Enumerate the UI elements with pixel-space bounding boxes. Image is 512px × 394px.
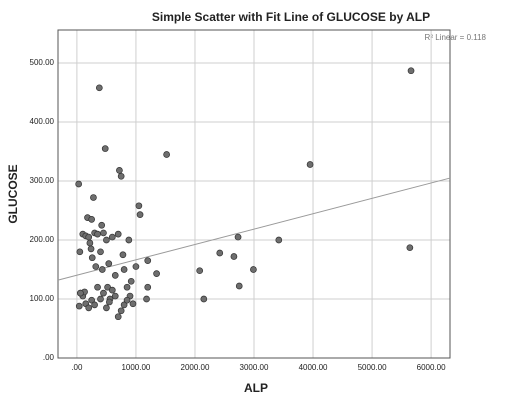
x-tick-label: 4000.00: [299, 363, 328, 372]
point: [153, 270, 160, 277]
point: [97, 248, 104, 256]
point: [111, 292, 119, 300]
fit-line: [57, 177, 451, 281]
point: [91, 301, 98, 309]
point: [106, 298, 113, 306]
x-tick-label: .00: [71, 363, 83, 372]
point: [103, 304, 110, 312]
point: [120, 301, 128, 309]
x-tick-label: 3000.00: [240, 363, 269, 372]
point: [95, 84, 103, 92]
point: [117, 307, 125, 315]
point: [90, 194, 97, 201]
point: [120, 266, 128, 273]
point: [127, 277, 135, 285]
point: [98, 221, 106, 229]
point: [143, 295, 150, 303]
point: [123, 283, 131, 291]
point: [196, 267, 204, 275]
y-tick-label: 400.00: [30, 117, 55, 126]
point: [88, 254, 96, 262]
point: [87, 245, 95, 253]
point: [92, 263, 100, 270]
point: [250, 266, 257, 273]
point: [132, 263, 140, 270]
point: [111, 272, 119, 279]
point: [88, 296, 96, 304]
chart-title: Simple Scatter with Fit Line of GLUCOSE …: [152, 10, 430, 24]
point: [94, 283, 101, 291]
point: [108, 286, 116, 294]
point: [144, 283, 152, 291]
point: [104, 283, 111, 291]
point: [123, 296, 131, 304]
point: [114, 313, 122, 321]
y-tick-label: 200.00: [30, 235, 55, 244]
point: [114, 230, 122, 238]
r-squared: R² Linear = 0.118: [425, 33, 487, 42]
point: [85, 233, 93, 241]
point: [101, 145, 109, 152]
point: [97, 295, 104, 303]
point: [406, 244, 414, 252]
point: [119, 251, 127, 259]
x-tick-label: 1000.00: [121, 363, 150, 372]
x-axis-label: ALP: [244, 381, 268, 394]
y-tick-label: 100.00: [30, 294, 55, 303]
point: [75, 180, 83, 188]
y-tick-label: .00: [43, 353, 55, 362]
point: [135, 202, 143, 210]
x-tick-label: 5000.00: [358, 363, 387, 372]
point: [88, 216, 96, 223]
point: [234, 233, 242, 241]
point: [125, 236, 133, 244]
plot-frame: [57, 29, 451, 359]
x-tick-label: 6000.00: [417, 363, 446, 372]
point: [144, 257, 152, 265]
y-tick-label: 300.00: [30, 176, 55, 185]
point: [163, 151, 170, 158]
point: [100, 229, 107, 237]
point: [117, 172, 125, 180]
point: [98, 266, 106, 273]
point: [230, 253, 238, 260]
point: [94, 230, 101, 238]
point: [105, 260, 113, 267]
point: [75, 302, 83, 310]
y-axis-label: GLUCOSE: [6, 164, 20, 223]
point: [77, 289, 84, 297]
point: [129, 300, 137, 308]
point: [76, 248, 84, 256]
point: [136, 211, 144, 218]
point: [100, 289, 107, 297]
point: [275, 236, 283, 244]
point: [235, 282, 243, 290]
point: [407, 67, 415, 75]
point: [200, 295, 208, 303]
point: [216, 249, 224, 257]
point: [103, 236, 110, 244]
y-tick-label: 500.00: [30, 58, 55, 67]
point: [116, 167, 123, 174]
point: [108, 233, 116, 241]
point: [85, 304, 93, 312]
point: [86, 239, 94, 247]
x-tick-label: 2000.00: [181, 363, 210, 372]
point: [306, 161, 314, 168]
